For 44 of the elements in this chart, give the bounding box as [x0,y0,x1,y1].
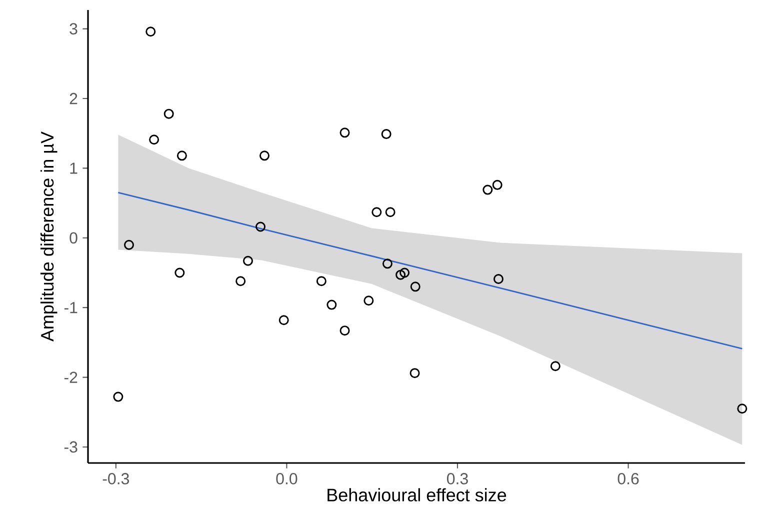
point [259,150,270,161]
point [382,258,392,269]
y-tick-label: 1 [70,162,78,174]
x-axis-title: Behavioural effect size [328,488,506,502]
point [550,361,560,372]
point [242,256,253,266]
x-tick-label: 0.6 [618,473,639,484]
point [340,128,350,138]
point [364,296,374,306]
point [410,282,420,292]
y-tick-label: 2 [70,92,78,104]
point [124,240,134,250]
point [149,134,160,145]
point [385,207,396,218]
x-tick-label: 0.3 [446,473,468,484]
point [400,268,410,278]
y-axis-title: Amplitude difference in µV [40,132,58,342]
point [482,184,493,195]
x-tick-label: -0.3 [102,473,129,484]
y-tick-label: -2 [64,372,78,383]
point [146,26,156,37]
point [316,276,326,286]
point [410,368,420,378]
point [493,274,504,284]
x-tick-label: 0.0 [276,473,298,484]
point [256,222,266,232]
point [278,315,289,326]
point [340,326,350,336]
point [396,270,406,280]
point [492,180,502,190]
y-tick-label: 0 [70,232,78,244]
y-tick-label: -3 [64,441,78,453]
point [174,268,185,278]
point [326,300,337,310]
point [381,129,392,140]
point [737,404,748,414]
y-tick-label: -1 [64,302,78,314]
y-tick-label: 3 [70,23,78,34]
point [176,150,187,161]
point [113,392,124,402]
line-series [117,192,743,350]
point [236,276,246,286]
point [372,207,382,218]
point [164,108,174,119]
